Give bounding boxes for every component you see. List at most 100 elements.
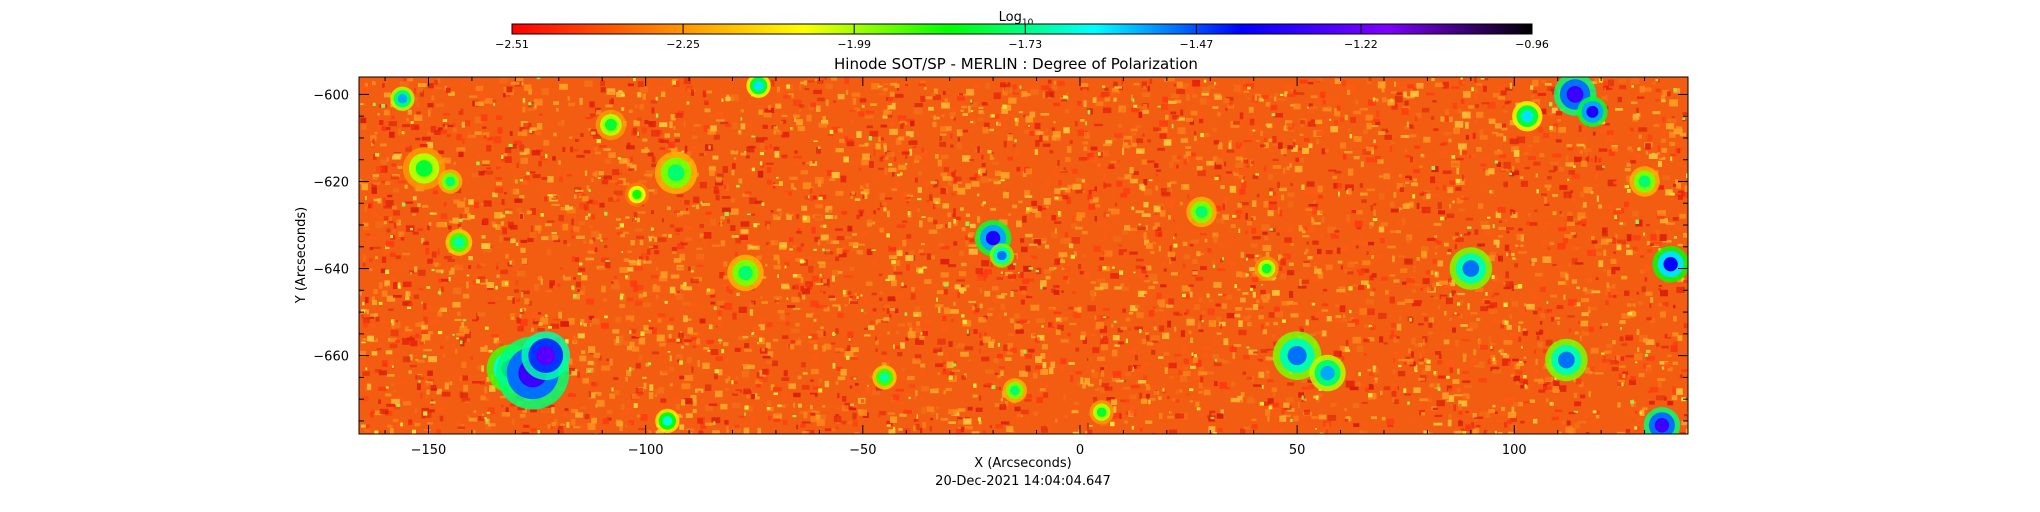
texture-speck	[1141, 159, 1148, 165]
texture-speck	[1040, 353, 1046, 359]
texture-speck	[1278, 254, 1282, 261]
texture-speck	[421, 338, 426, 345]
texture-speck	[1582, 127, 1591, 130]
texture-speck	[1664, 361, 1671, 369]
texture-speck	[977, 146, 980, 153]
texture-speck	[998, 219, 1008, 226]
texture-speck	[528, 301, 533, 306]
texture-speck	[505, 254, 509, 259]
texture-speck	[517, 208, 522, 212]
texture-speck	[417, 228, 423, 232]
texture-speck	[1160, 188, 1170, 195]
texture-speck	[884, 197, 893, 200]
texture-speck	[905, 194, 913, 197]
texture-speck	[1478, 343, 1481, 349]
texture-speck	[668, 234, 672, 238]
texture-speck	[1649, 317, 1656, 324]
texture-speck	[1501, 168, 1509, 171]
texture-speck	[571, 256, 575, 262]
texture-speck	[632, 218, 638, 222]
texture-speck	[1580, 320, 1589, 327]
texture-speck	[794, 284, 799, 290]
texture-speck	[371, 183, 377, 188]
texture-speck	[1443, 283, 1451, 289]
texture-speck	[897, 352, 903, 357]
texture-speck	[883, 357, 892, 363]
texture-speck	[557, 283, 561, 287]
texture-speck	[692, 345, 697, 348]
texture-speck	[489, 385, 496, 392]
texture-speck	[692, 408, 697, 413]
texture-speck	[1424, 398, 1433, 403]
texture-speck	[696, 338, 701, 345]
texture-speck	[762, 368, 769, 375]
texture-speck	[1324, 148, 1329, 153]
texture-speck	[1321, 309, 1329, 312]
texture-speck	[1135, 210, 1145, 214]
texture-speck	[1642, 407, 1648, 410]
texture-speck	[897, 323, 905, 327]
texture-speck	[1024, 399, 1032, 402]
texture-speck	[1000, 370, 1004, 376]
texture-speck	[1016, 166, 1021, 172]
texture-speck	[1578, 381, 1584, 388]
texture-speck	[1290, 104, 1296, 107]
texture-speck	[901, 192, 907, 198]
texture-speck	[1479, 135, 1488, 140]
texture-speck	[592, 382, 599, 387]
texture-speck	[1097, 356, 1105, 361]
texture-speck	[1100, 282, 1109, 290]
texture-speck	[762, 355, 771, 359]
texture-speck	[1645, 143, 1651, 150]
texture-speck	[501, 198, 505, 205]
texture-speck	[1171, 93, 1180, 99]
texture-speck	[847, 331, 854, 338]
texture-speck	[1550, 161, 1559, 165]
texture-speck	[873, 210, 876, 215]
texture-speck	[1184, 366, 1189, 370]
texture-speck	[530, 225, 534, 232]
texture-speck	[1257, 97, 1264, 102]
texture-speck	[651, 275, 659, 279]
texture-speck	[818, 261, 826, 269]
texture-speck	[1581, 298, 1589, 303]
texture-speck	[1128, 347, 1137, 353]
texture-speck	[731, 235, 739, 238]
texture-speck	[659, 342, 666, 347]
texture-speck	[881, 351, 887, 355]
texture-speck	[1505, 87, 1513, 91]
texture-speck	[1655, 229, 1660, 236]
texture-speck	[406, 337, 415, 341]
texture-speck	[1265, 102, 1271, 107]
texture-speck	[919, 151, 923, 157]
texture-speck	[514, 289, 519, 293]
texture-speck	[1379, 394, 1383, 398]
texture-speck	[1087, 152, 1094, 160]
texture-speck	[1439, 281, 1449, 285]
texture-speck	[956, 279, 965, 282]
texture-speck	[597, 392, 602, 396]
texture-speck	[1344, 269, 1352, 273]
texture-speck	[493, 337, 499, 344]
texture-speck	[649, 384, 654, 391]
texture-speck	[1141, 266, 1147, 274]
texture-speck	[796, 247, 802, 252]
texture-speck	[1377, 81, 1386, 89]
texture-speck	[1305, 248, 1309, 253]
texture-speck	[1060, 339, 1069, 343]
texture-speck	[713, 134, 720, 140]
texture-speck	[948, 264, 957, 268]
texture-speck	[616, 336, 620, 344]
texture-speck	[457, 223, 462, 228]
texture-speck	[774, 412, 780, 416]
texture-speck	[972, 394, 978, 398]
texture-speck	[785, 403, 790, 407]
texture-speck	[434, 262, 439, 267]
texture-speck	[378, 216, 383, 219]
texture-speck	[676, 194, 684, 198]
texture-speck	[1233, 171, 1239, 176]
texture-speck	[1646, 317, 1652, 321]
texture-speck	[1128, 227, 1138, 232]
texture-speck	[894, 180, 900, 187]
texture-speck	[816, 105, 821, 112]
